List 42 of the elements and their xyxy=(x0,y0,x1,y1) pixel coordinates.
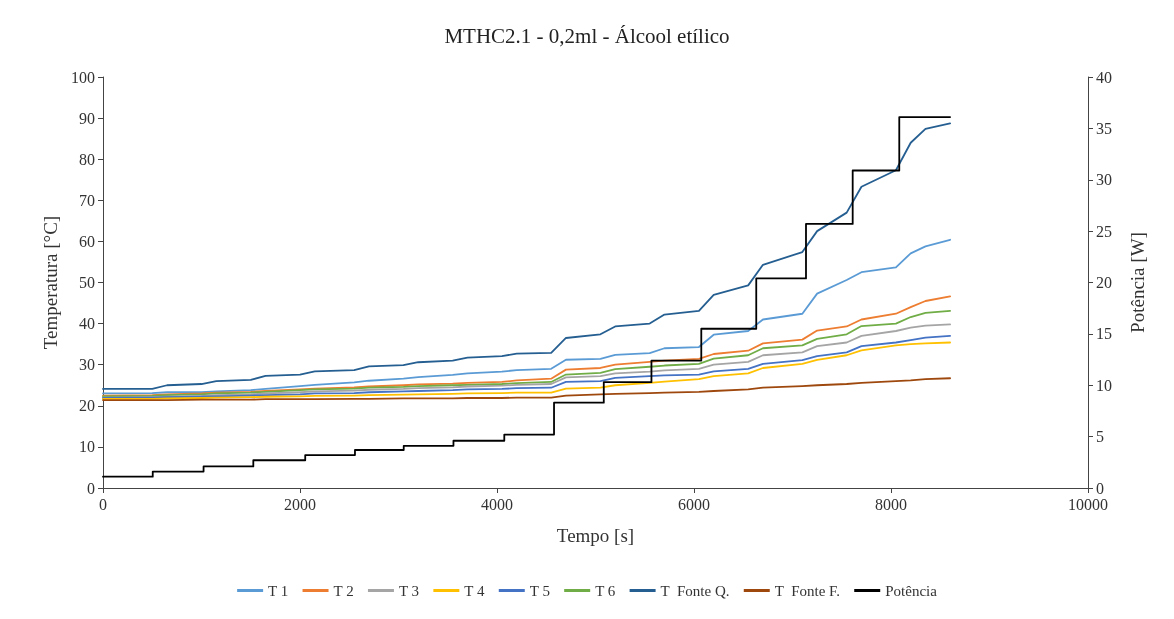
legend-label: Potência xyxy=(885,582,938,599)
line-series xyxy=(102,122,951,390)
x-tick-label: 4000 xyxy=(481,495,513,513)
legend-label: T 2 xyxy=(333,582,354,599)
legend-label: T 1 xyxy=(268,582,289,599)
y2-tick-label: 15 xyxy=(1096,325,1112,343)
x-tick-label: 6000 xyxy=(678,495,710,513)
x-tick-label: 10000 xyxy=(1068,495,1108,513)
y2-tick-label: 0 xyxy=(1096,479,1104,497)
y-tick-label: 50 xyxy=(79,274,95,291)
y2-tick-label: 30 xyxy=(1096,171,1112,189)
y-tick-label: 30 xyxy=(79,356,95,374)
legend-label: T 6 xyxy=(595,582,616,599)
y2-tick-label: 10 xyxy=(1096,376,1112,394)
y-tick-label: 20 xyxy=(79,397,95,415)
x-tick-label: 2000 xyxy=(284,495,316,513)
y-tick-label: 80 xyxy=(79,150,95,168)
legend-label: T Fonte Q. xyxy=(660,582,730,599)
y2-tick-label: 5 xyxy=(1096,428,1104,446)
y-tick-label: 10 xyxy=(79,438,95,456)
y2-tick-label: 20 xyxy=(1096,274,1112,291)
legend-label: T Fonte F. xyxy=(774,582,840,599)
y2-tick-label: 35 xyxy=(1096,119,1112,137)
y-tick-label: 0 xyxy=(87,479,95,497)
y-tick-label: 40 xyxy=(79,315,95,333)
x-tick-label: 0 xyxy=(99,495,107,513)
y-tick-label: 70 xyxy=(79,191,95,209)
y-tick-label: 90 xyxy=(79,109,95,127)
legend-label: T 4 xyxy=(464,582,485,599)
y-tick-label: 100 xyxy=(71,68,95,86)
y-tick-label: 60 xyxy=(79,232,95,250)
y2-tick-label: 40 xyxy=(1096,68,1112,86)
y2-tick-label: 25 xyxy=(1096,222,1112,240)
x-axis-title: Tempo [s] xyxy=(556,525,635,546)
y2-axis-title: Potência [W] xyxy=(1127,232,1148,333)
x-tick-label: 8000 xyxy=(875,495,907,513)
line-series xyxy=(102,377,951,401)
line-series xyxy=(102,238,951,395)
chart-title: MTHC2.1 - 0,2ml - Álcool etílico xyxy=(444,23,730,48)
y-axis-title: Temperatura [°C] xyxy=(40,215,62,350)
legend-label: T 3 xyxy=(398,582,420,599)
legend-label: T 5 xyxy=(529,582,550,599)
